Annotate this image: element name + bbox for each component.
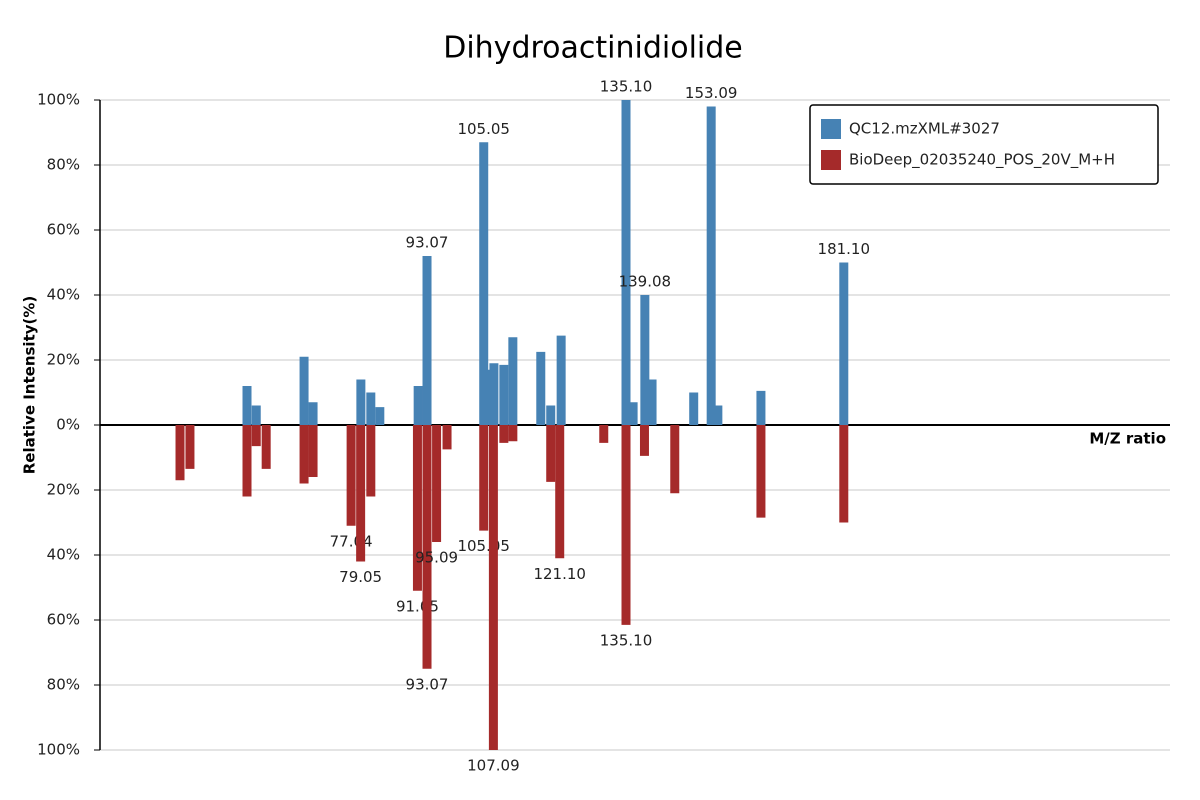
bar: [670, 425, 680, 494]
peak-label: 139.08: [619, 273, 672, 291]
bar: [422, 425, 432, 669]
bar: [413, 386, 423, 425]
y-tick-label: 20%: [47, 481, 80, 499]
peak-label: 135.10: [600, 631, 653, 649]
bar: [508, 425, 518, 442]
peak-label: 91.05: [396, 597, 439, 615]
peak-label: 121.10: [533, 565, 586, 583]
bar: [422, 256, 432, 425]
bar: [442, 425, 452, 450]
bar: [508, 337, 518, 425]
bar: [488, 425, 498, 750]
peak-label: 105.05: [457, 537, 510, 555]
bar: [375, 407, 385, 425]
bar: [647, 379, 657, 425]
bar: [839, 425, 849, 523]
bar: [251, 405, 261, 425]
bar: [242, 425, 252, 497]
peak-label: 135.10: [600, 78, 653, 96]
bar: [621, 425, 631, 625]
peak-label: 79.05: [339, 568, 382, 586]
y-tick-label: 60%: [47, 611, 80, 629]
bar: [756, 390, 766, 425]
legend-label: BioDeep_02035240_POS_20V_M+H: [849, 151, 1115, 170]
bar: [366, 392, 376, 425]
legend-swatch: [821, 150, 841, 170]
bar: [484, 369, 494, 425]
bar: [536, 351, 546, 425]
bar: [689, 392, 699, 425]
legend-swatch: [821, 119, 841, 139]
bar: [366, 425, 376, 497]
peak-label: 95.09: [415, 549, 458, 567]
peak-label: 107.09: [467, 757, 520, 775]
y-tick-label: 40%: [47, 286, 80, 304]
bar: [412, 425, 422, 591]
bar: [599, 425, 609, 443]
bar: [499, 364, 509, 425]
y-tick-label: 60%: [47, 221, 80, 239]
bar: [175, 425, 185, 481]
bar: [639, 425, 649, 456]
bar: [299, 425, 309, 484]
peak-label: 105.05: [457, 120, 510, 138]
y-tick-label: 0%: [56, 416, 80, 434]
bar: [479, 425, 489, 531]
bar: [706, 106, 716, 425]
peak-label: 77.04: [330, 532, 373, 550]
bar: [346, 425, 356, 526]
bar: [556, 335, 566, 425]
bar: [621, 100, 631, 425]
bar: [261, 425, 271, 469]
x-axis-label: M/Z ratio: [1089, 430, 1166, 448]
bar: [185, 425, 195, 469]
bar: [839, 262, 849, 425]
y-axis-label: Relative Intensity(%): [21, 296, 39, 475]
y-tick-label: 20%: [47, 351, 80, 369]
bar: [356, 425, 366, 562]
bar: [479, 142, 489, 425]
peak-label: 153.09: [685, 84, 738, 102]
bar: [242, 386, 252, 425]
bar: [713, 405, 723, 425]
legend-box: [809, 104, 1159, 185]
bar: [628, 402, 638, 425]
bar: [756, 425, 766, 518]
bar: [308, 425, 318, 477]
peak-label: 181.10: [818, 240, 871, 258]
bar: [356, 379, 366, 425]
legend-label: QC12.mzXML#3027: [849, 120, 1000, 138]
y-tick-label: 100%: [37, 91, 80, 109]
peak-label: 93.07: [406, 234, 449, 252]
y-tick-label: 100%: [37, 741, 80, 759]
bar: [251, 425, 261, 447]
bar: [299, 356, 309, 425]
chart-title: Dihydroactinidiolide: [443, 31, 743, 66]
bar: [546, 425, 556, 482]
bar: [555, 425, 565, 559]
bar: [546, 405, 556, 425]
bar: [499, 425, 509, 443]
bar: [489, 363, 499, 425]
y-tick-label: 80%: [47, 676, 80, 694]
peak-label: 93.07: [406, 675, 449, 693]
bar: [432, 425, 442, 542]
y-tick-label: 80%: [47, 156, 80, 174]
y-tick-label: 40%: [47, 546, 80, 564]
bar: [640, 295, 650, 425]
bar: [308, 402, 318, 425]
